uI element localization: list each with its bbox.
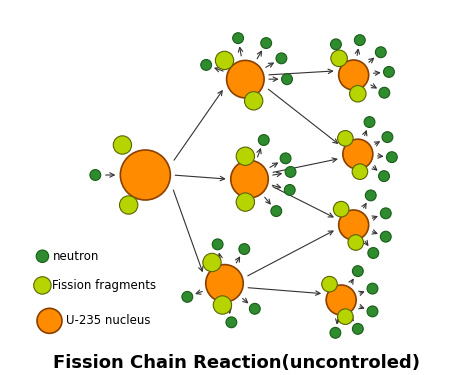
Circle shape	[383, 66, 394, 77]
Circle shape	[284, 184, 295, 195]
Circle shape	[239, 244, 250, 255]
Circle shape	[258, 135, 269, 146]
Circle shape	[182, 291, 193, 302]
Circle shape	[350, 86, 366, 102]
Circle shape	[333, 201, 349, 217]
Text: U-235 nucleus: U-235 nucleus	[66, 314, 151, 327]
Circle shape	[213, 296, 232, 314]
Circle shape	[282, 74, 292, 85]
Circle shape	[120, 150, 170, 200]
Circle shape	[261, 38, 272, 48]
Circle shape	[236, 147, 255, 165]
Circle shape	[215, 51, 234, 70]
Circle shape	[212, 239, 223, 250]
Circle shape	[352, 324, 363, 334]
Circle shape	[331, 50, 347, 67]
Circle shape	[352, 266, 363, 276]
Circle shape	[280, 153, 291, 164]
Circle shape	[380, 231, 391, 242]
Circle shape	[37, 308, 62, 333]
Circle shape	[227, 60, 264, 98]
Circle shape	[379, 87, 390, 98]
Circle shape	[203, 254, 221, 272]
Circle shape	[382, 132, 393, 142]
Circle shape	[36, 250, 49, 262]
Circle shape	[113, 136, 132, 154]
Circle shape	[375, 47, 386, 58]
Circle shape	[233, 33, 244, 44]
Text: neutron: neutron	[53, 250, 99, 263]
Circle shape	[367, 306, 378, 317]
Circle shape	[380, 208, 391, 219]
Circle shape	[34, 277, 51, 294]
Circle shape	[330, 39, 341, 50]
Circle shape	[348, 235, 364, 250]
Circle shape	[386, 152, 397, 162]
Circle shape	[352, 164, 368, 180]
Circle shape	[90, 170, 101, 180]
Circle shape	[379, 171, 390, 182]
Circle shape	[326, 285, 356, 315]
Circle shape	[236, 193, 255, 211]
Circle shape	[276, 53, 287, 64]
Circle shape	[249, 303, 260, 314]
Circle shape	[322, 276, 337, 292]
Circle shape	[355, 35, 365, 45]
Circle shape	[330, 327, 341, 338]
Circle shape	[271, 206, 282, 216]
Circle shape	[201, 60, 211, 70]
Circle shape	[226, 317, 237, 328]
Circle shape	[338, 60, 369, 90]
Circle shape	[245, 92, 263, 110]
Circle shape	[285, 166, 296, 177]
Text: Fission fragments: Fission fragments	[53, 279, 156, 292]
Circle shape	[337, 130, 353, 146]
Circle shape	[119, 196, 138, 214]
Circle shape	[364, 117, 375, 128]
Circle shape	[337, 309, 353, 324]
Circle shape	[231, 160, 268, 198]
Circle shape	[343, 139, 373, 169]
Text: Fission Chain Reaction(uncontroled): Fission Chain Reaction(uncontroled)	[54, 354, 420, 372]
Circle shape	[368, 248, 379, 258]
Circle shape	[338, 210, 369, 240]
Circle shape	[365, 190, 376, 201]
Circle shape	[206, 265, 243, 302]
Circle shape	[367, 283, 378, 294]
